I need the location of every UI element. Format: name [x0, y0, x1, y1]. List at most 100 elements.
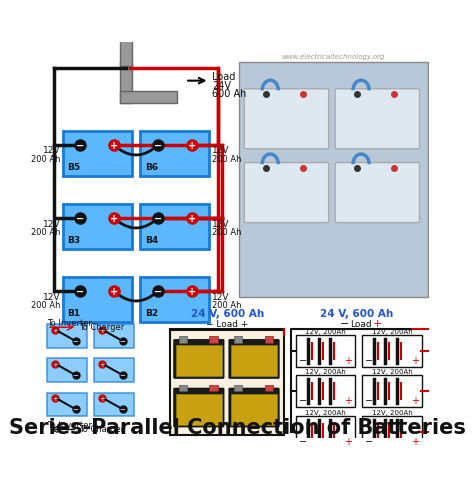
Text: B2: B2	[146, 308, 158, 317]
FancyBboxPatch shape	[140, 132, 210, 176]
Text: 12V, 200Ah: 12V, 200Ah	[372, 368, 412, 374]
Text: −: −	[76, 214, 84, 224]
Text: +: +	[100, 361, 105, 367]
Text: +: +	[52, 361, 58, 367]
FancyBboxPatch shape	[335, 90, 419, 149]
FancyBboxPatch shape	[234, 385, 242, 391]
Text: 24V: 24V	[212, 81, 231, 90]
Text: +: +	[52, 327, 58, 333]
Text: B4: B4	[146, 235, 159, 244]
Text: −: −	[73, 338, 79, 345]
Text: −: −	[76, 286, 84, 297]
FancyBboxPatch shape	[174, 388, 224, 427]
Text: B1: B1	[67, 308, 81, 317]
FancyBboxPatch shape	[120, 92, 177, 103]
FancyBboxPatch shape	[176, 394, 221, 425]
FancyBboxPatch shape	[176, 346, 221, 376]
FancyBboxPatch shape	[362, 335, 421, 367]
Text: 200 Ah: 200 Ah	[212, 300, 241, 309]
Text: −: −	[120, 407, 126, 412]
Text: +: +	[110, 141, 118, 151]
Text: −: −	[73, 407, 79, 412]
FancyBboxPatch shape	[120, 63, 132, 103]
FancyBboxPatch shape	[63, 132, 132, 176]
Text: Load: Load	[350, 320, 372, 329]
Text: 12V, 200Ah: 12V, 200Ah	[372, 409, 412, 415]
Text: 12V: 12V	[212, 146, 229, 155]
FancyBboxPatch shape	[335, 163, 419, 223]
Text: −: −	[299, 355, 307, 365]
Text: 12V: 12V	[212, 292, 229, 301]
Text: 200 Ah: 200 Ah	[212, 154, 241, 163]
Text: −: −	[120, 338, 126, 345]
FancyBboxPatch shape	[179, 336, 187, 343]
Text: +: +	[344, 395, 352, 405]
Text: −: −	[120, 372, 126, 378]
FancyBboxPatch shape	[229, 388, 279, 427]
FancyBboxPatch shape	[210, 336, 218, 343]
FancyBboxPatch shape	[94, 359, 134, 382]
Text: −: −	[154, 286, 162, 297]
Text: To Inverter: To Inverter	[47, 420, 92, 429]
Text: +: +	[344, 355, 352, 365]
Text: 600 Ah: 600 Ah	[212, 89, 246, 99]
Text: −: −	[340, 319, 349, 329]
Text: 12V, 200Ah: 12V, 200Ah	[305, 368, 346, 374]
Text: +: +	[410, 436, 419, 446]
Text: www.electricaltechnology.org: www.electricaltechnology.org	[282, 54, 385, 60]
FancyBboxPatch shape	[296, 376, 355, 407]
Text: To Charger: To Charger	[79, 322, 124, 331]
FancyBboxPatch shape	[140, 204, 210, 249]
FancyBboxPatch shape	[63, 204, 132, 249]
Text: 12V, 200Ah: 12V, 200Ah	[305, 409, 346, 415]
Text: 200 Ah: 200 Ah	[31, 300, 60, 309]
FancyBboxPatch shape	[229, 340, 279, 379]
Text: +: +	[188, 141, 196, 151]
FancyBboxPatch shape	[210, 385, 218, 391]
Text: 24 V, 600 Ah: 24 V, 600 Ah	[320, 309, 394, 319]
FancyBboxPatch shape	[231, 394, 277, 425]
FancyBboxPatch shape	[296, 335, 355, 367]
Text: 12V: 12V	[43, 219, 60, 228]
FancyBboxPatch shape	[362, 376, 421, 407]
Text: +: +	[410, 395, 419, 405]
Text: 12V: 12V	[43, 146, 60, 155]
Text: −: −	[299, 395, 307, 405]
Text: 200 Ah: 200 Ah	[31, 154, 60, 163]
Text: To Inverter: To Inverter	[47, 318, 92, 327]
Text: 200 Ah: 200 Ah	[31, 227, 60, 236]
Text: 200 Ah: 200 Ah	[212, 227, 241, 236]
Text: −: −	[299, 436, 307, 446]
FancyBboxPatch shape	[63, 277, 132, 322]
Text: +: +	[52, 395, 58, 401]
Text: B3: B3	[67, 235, 81, 244]
Text: +: +	[188, 286, 196, 297]
Text: 12V, 200Ah: 12V, 200Ah	[305, 328, 346, 334]
FancyBboxPatch shape	[362, 416, 421, 448]
Text: +: +	[188, 214, 196, 224]
Text: −: −	[365, 395, 374, 405]
Text: −: −	[365, 355, 374, 365]
Text: −: −	[154, 214, 162, 224]
Text: 12V: 12V	[43, 292, 60, 301]
Text: +: +	[110, 214, 118, 224]
Text: +: +	[100, 395, 105, 401]
Text: B5: B5	[67, 163, 81, 171]
Text: −: −	[73, 372, 79, 378]
Text: Load: Load	[212, 72, 235, 81]
FancyBboxPatch shape	[244, 163, 328, 223]
FancyBboxPatch shape	[94, 325, 134, 348]
Text: − Load +: − Load +	[206, 320, 248, 329]
FancyBboxPatch shape	[179, 385, 187, 391]
FancyBboxPatch shape	[231, 346, 277, 376]
Text: +: +	[100, 327, 105, 333]
FancyBboxPatch shape	[234, 336, 242, 343]
Text: To Charger: To Charger	[79, 424, 124, 433]
Text: 12V: 12V	[212, 219, 229, 228]
Text: Series-Parallel Connection of Batteries: Series-Parallel Connection of Batteries	[9, 417, 465, 437]
FancyBboxPatch shape	[47, 393, 87, 416]
Text: 12V, 200Ah: 12V, 200Ah	[372, 328, 412, 334]
FancyBboxPatch shape	[174, 340, 224, 379]
FancyBboxPatch shape	[239, 63, 428, 298]
FancyBboxPatch shape	[47, 359, 87, 382]
